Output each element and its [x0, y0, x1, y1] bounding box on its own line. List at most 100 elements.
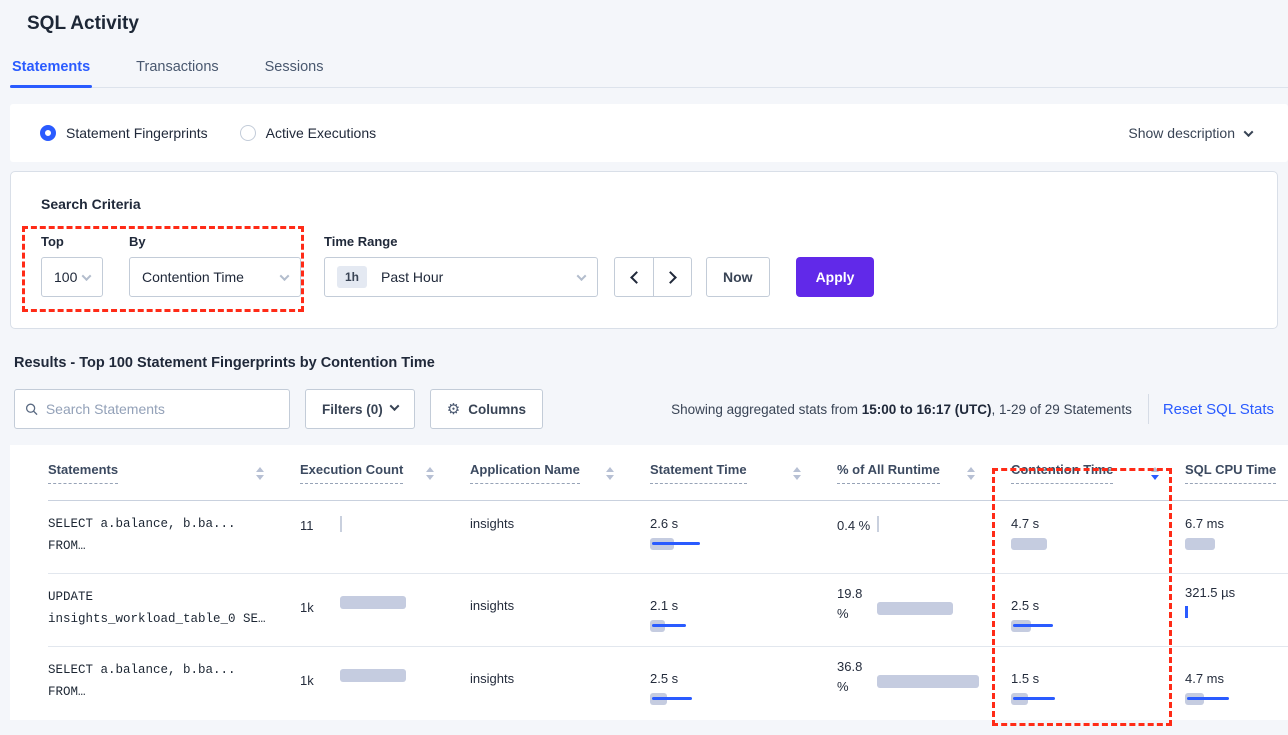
top-field: Top 100: [41, 234, 103, 297]
statement-time-cell: 2.6 s: [650, 501, 837, 574]
sort-icon[interactable]: [967, 466, 975, 480]
by-select[interactable]: Contention Time: [129, 257, 301, 297]
time-range-field: Time Range 1h Past Hour Now Apply: [324, 234, 875, 297]
page-title: SQL Activity: [27, 13, 139, 34]
chevron-down-icon: [1243, 126, 1254, 137]
contention-time-cell: 2.5 s: [1011, 574, 1185, 647]
apply-button[interactable]: Apply: [795, 257, 875, 297]
col-header-sql-cpu-time[interactable]: SQL CPU Time: [1185, 462, 1277, 484]
bar-chart: [650, 538, 837, 550]
search-statements-input[interactable]: [45, 401, 279, 417]
gear-icon: ⚙: [446, 401, 461, 418]
chevron-down-icon: [576, 270, 587, 281]
columns-label: Columns: [468, 401, 526, 417]
vertical-divider: [1147, 394, 1149, 424]
radio-active-executions[interactable]: Active Executions: [239, 125, 377, 141]
reset-sql-stats-link[interactable]: Reset SQL Stats: [1162, 400, 1274, 418]
bar-chart: [650, 693, 837, 705]
time-prev-button[interactable]: [615, 258, 653, 296]
col-header-contention-time[interactable]: Contention Time: [1011, 462, 1114, 484]
pct-runtime-cell: 19.8 %: [837, 574, 1011, 647]
by-select-value: Contention Time: [142, 269, 244, 285]
bar-chart: [1011, 693, 1185, 705]
chevron-down-icon: [81, 270, 92, 281]
time-range-badge: 1h: [337, 266, 368, 288]
bar-chart: [877, 675, 979, 688]
time-nav-group: [614, 257, 692, 297]
chevron-down-icon: [389, 401, 400, 412]
by-label: By: [129, 234, 146, 249]
sort-icon[interactable]: [426, 466, 434, 480]
radio-label: Statement Fingerprints: [66, 125, 208, 141]
search-criteria-heading: Search Criteria: [41, 196, 141, 212]
tab-transactions[interactable]: Transactions: [136, 59, 219, 75]
results-heading: Results - Top 100 Statement Fingerprints…: [14, 355, 435, 371]
application-name-cell: insights: [470, 598, 515, 613]
bar-chart: [650, 620, 837, 632]
view-mode-bar: Statement Fingerprints Active Executions…: [10, 104, 1288, 162]
sort-icon[interactable]: [793, 466, 801, 480]
sql-cpu-time-cell: 321.5 µs: [1185, 574, 1288, 647]
search-criteria-panel: Search Criteria Top 100 By Contention Ti…: [10, 171, 1278, 329]
time-range-select[interactable]: 1h Past Hour: [324, 257, 598, 297]
sql-cpu-time-cell: 6.7 ms: [1185, 501, 1288, 574]
top-label: Top: [41, 234, 64, 249]
tab-statements[interactable]: Statements: [10, 59, 93, 88]
statement-fingerprint-link[interactable]: SELECT a.balance, b.ba... FROM…: [48, 517, 236, 553]
statement-time-cell: 2.5 s: [650, 647, 837, 720]
sql-cpu-time-cell: 4.7 ms: [1185, 647, 1288, 720]
bar-tick: [877, 516, 879, 532]
filters-button[interactable]: Filters (0): [305, 389, 415, 429]
col-header-application-name[interactable]: Application Name: [470, 462, 580, 484]
chevron-left-icon: [629, 270, 643, 284]
radio-label: Active Executions: [265, 125, 377, 141]
columns-button[interactable]: ⚙ Columns: [429, 389, 543, 429]
stats-summary: Showing aggregated stats from 15:00 to 1…: [671, 401, 1132, 417]
bar-chart: [340, 596, 406, 609]
bar-chart: [877, 602, 953, 615]
search-icon: [25, 403, 38, 416]
bar-tick: [1185, 606, 1188, 618]
results-toolbar: Filters (0) ⚙ Columns Showing aggregated…: [14, 389, 1274, 429]
statement-time-cell: 2.1 s: [650, 574, 837, 647]
filters-label: Filters (0): [322, 401, 383, 417]
radio-selected-icon: [40, 125, 56, 141]
statements-table: Statements Execution Count Application N…: [10, 445, 1288, 720]
table-row[interactable]: SELECT a.balance, b.ba... FROM… 11 insig…: [10, 501, 1288, 574]
table-row[interactable]: SELECT a.balance, b.ba... FROM… 1k insig…: [10, 647, 1288, 720]
sort-icon[interactable]: [606, 466, 614, 480]
radio-unselected-icon: [239, 125, 256, 141]
table-header-row: Statements Execution Count Application N…: [10, 445, 1288, 501]
sort-icon-active-desc[interactable]: [1151, 466, 1159, 480]
application-name-cell: insights: [470, 516, 515, 531]
sort-icon[interactable]: [256, 466, 264, 480]
col-header-pct-runtime[interactable]: % of All Runtime: [837, 462, 940, 484]
col-header-statements[interactable]: Statements: [48, 462, 119, 484]
top-tabs: Statements Transactions Sessions: [10, 59, 1288, 88]
execution-count-cell: 11: [300, 501, 470, 574]
col-header-execution-count[interactable]: Execution Count: [300, 462, 404, 484]
radio-statement-fingerprints[interactable]: Statement Fingerprints: [40, 125, 208, 141]
bar-chart: [1185, 693, 1288, 705]
top-select-value: 100: [54, 269, 78, 285]
application-name-cell: insights: [470, 671, 515, 686]
bar-chart: [1011, 538, 1185, 550]
execution-count-cell: 1k: [300, 647, 470, 720]
tab-sessions[interactable]: Sessions: [264, 59, 324, 75]
by-field: By Contention Time: [129, 234, 301, 297]
bar-chart: [340, 669, 406, 682]
statement-fingerprint-link[interactable]: UPDATE insights_workload_table_0 SE…: [48, 590, 266, 626]
chevron-down-icon: [279, 270, 290, 281]
contention-time-cell: 1.5 s: [1011, 647, 1185, 720]
table-row[interactable]: UPDATE insights_workload_table_0 SE… 1k …: [10, 574, 1288, 647]
bar-tick: [340, 516, 342, 532]
col-header-statement-time[interactable]: Statement Time: [650, 462, 747, 484]
show-description-toggle[interactable]: Show description: [1128, 125, 1254, 141]
now-button[interactable]: Now: [706, 257, 770, 297]
time-next-button[interactable]: [653, 258, 691, 296]
bar-chart: [1185, 538, 1288, 550]
statement-fingerprint-link[interactable]: SELECT a.balance, b.ba... FROM…: [48, 663, 236, 699]
execution-count-cell: 1k: [300, 574, 470, 647]
stats-area: Showing aggregated stats from 15:00 to 1…: [671, 394, 1274, 424]
top-select[interactable]: 100: [41, 257, 103, 297]
